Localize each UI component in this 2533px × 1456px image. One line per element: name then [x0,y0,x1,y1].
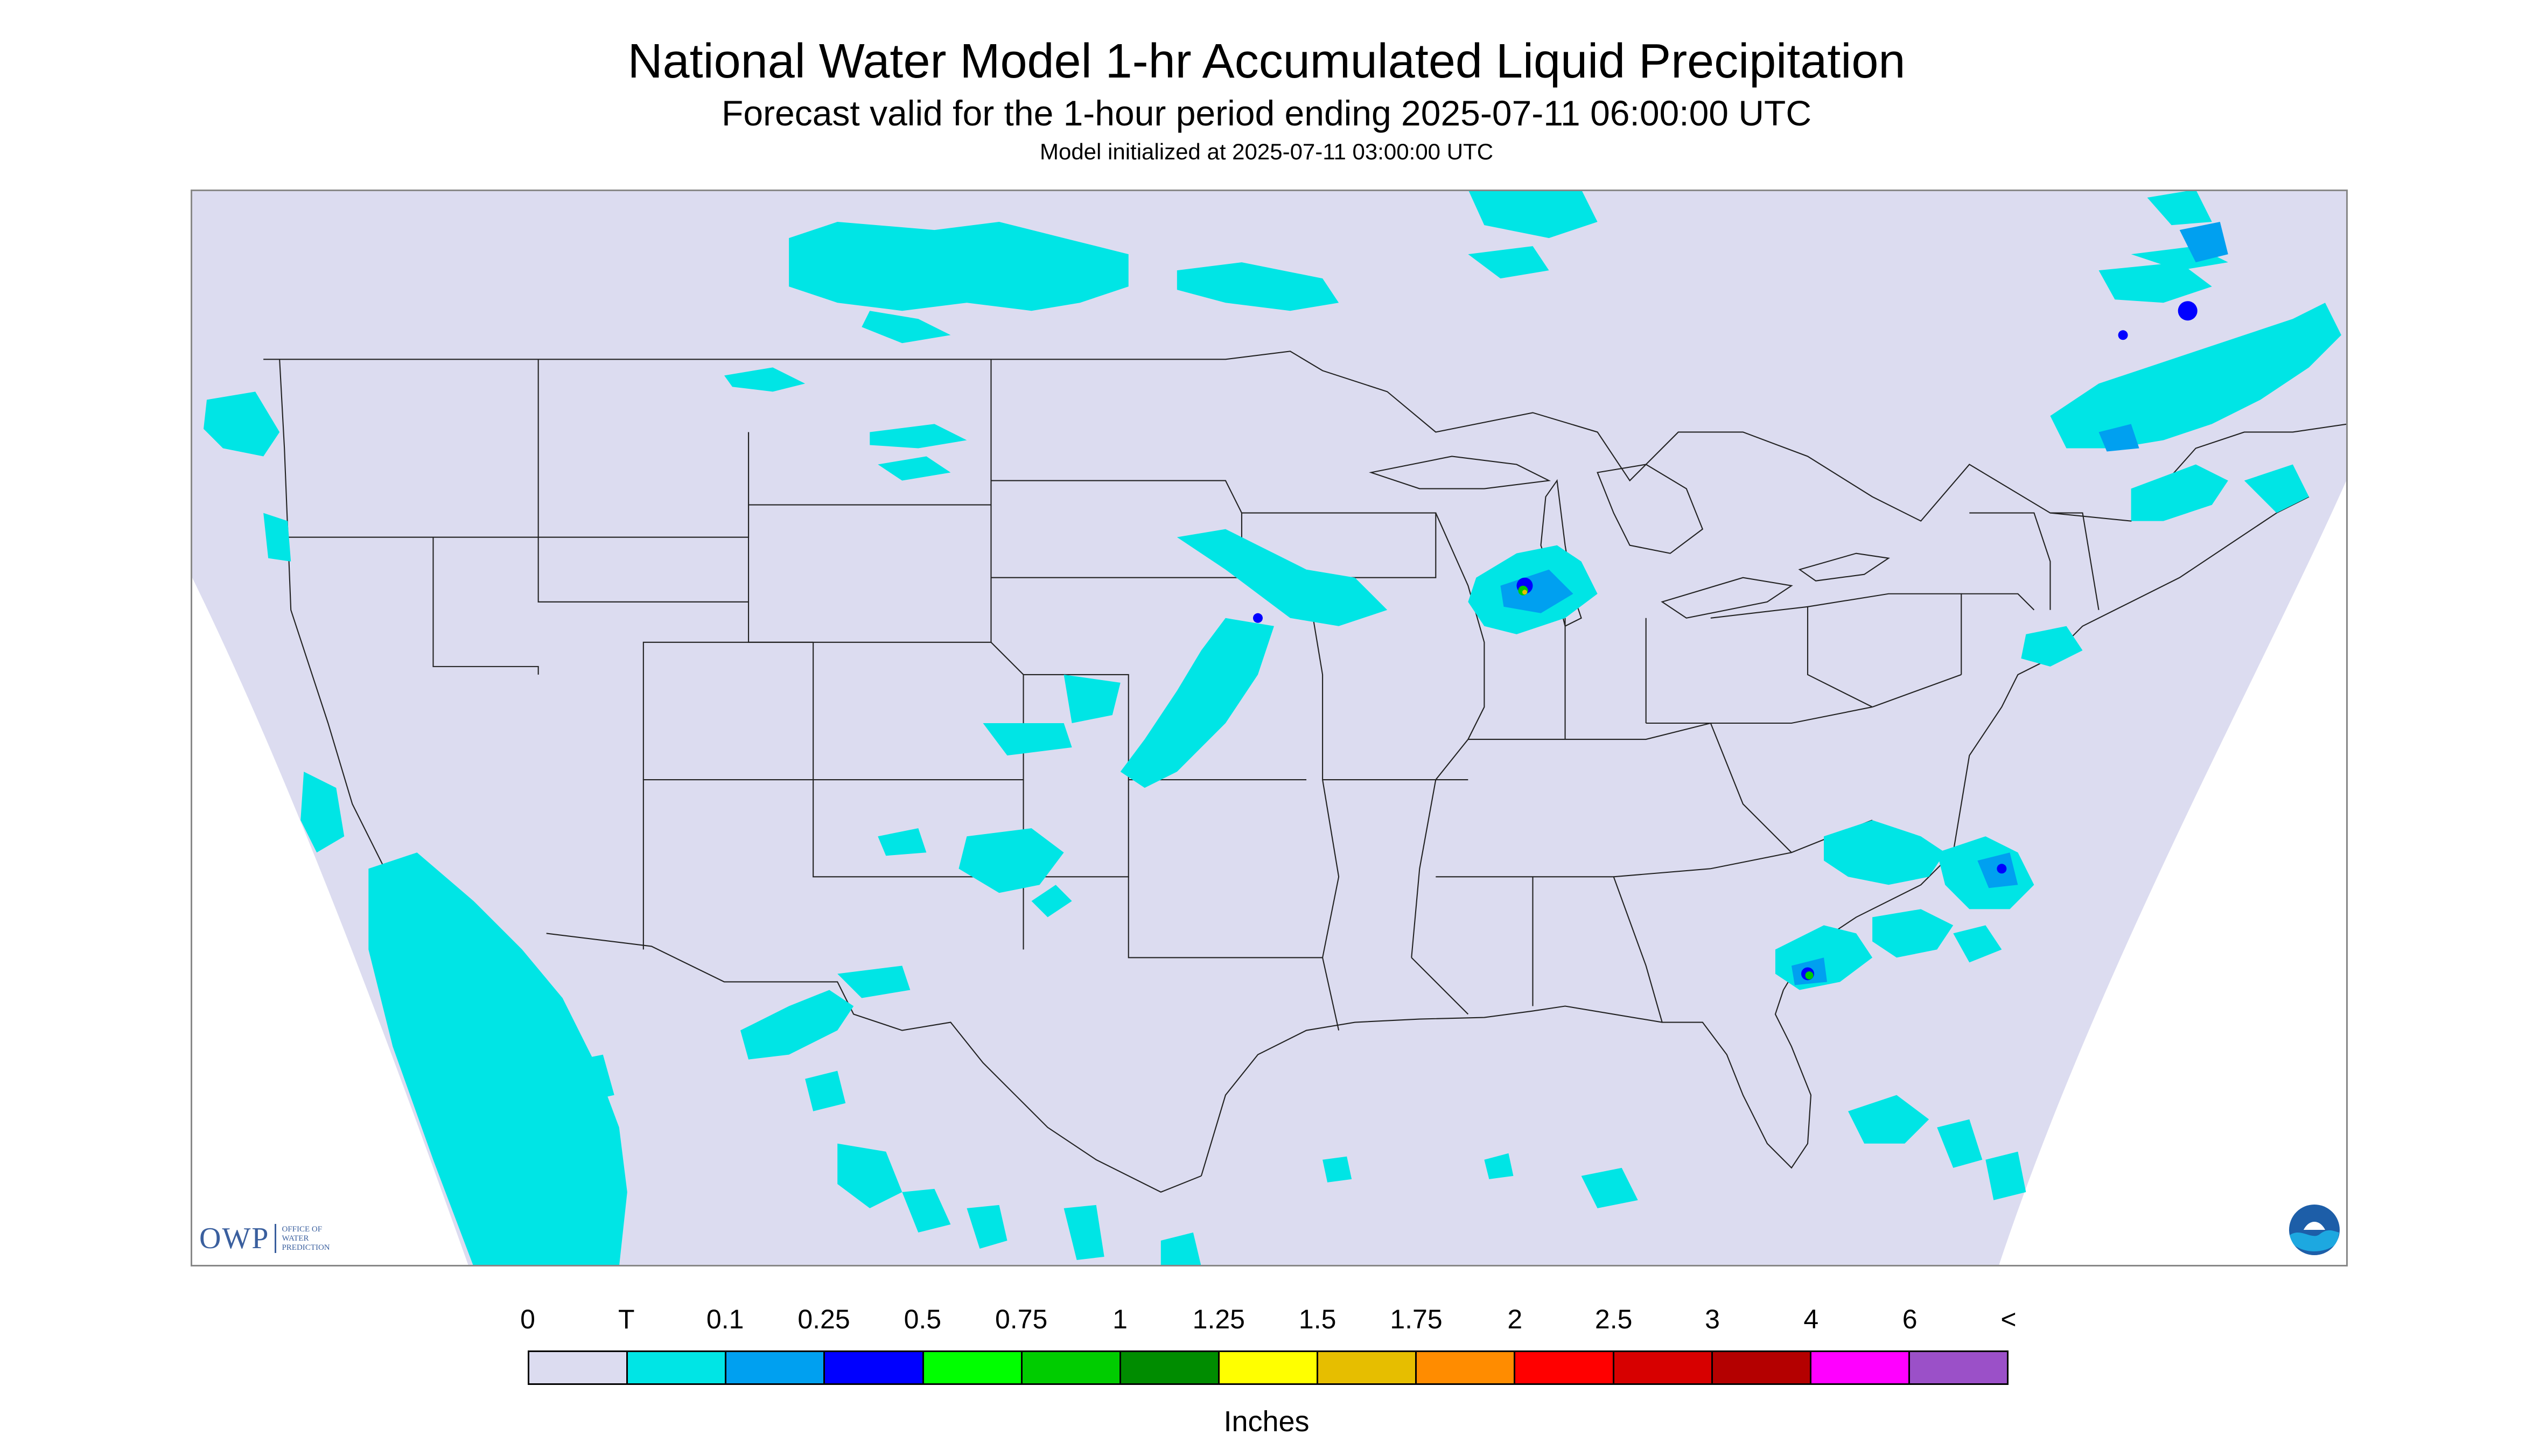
legend-swatch [1811,1352,1910,1383]
legend-label: 1.5 [1298,1304,1337,1334]
legend-label: 2.5 [1594,1304,1633,1334]
legend-swatch [1318,1352,1417,1383]
legend-label: 0.5 [904,1304,942,1334]
legend-swatch [923,1352,1023,1383]
legend-label: T [618,1304,635,1334]
forecast-valid-subtitle: Forecast valid for the 1-hour period end… [722,93,1811,133]
owp-logo-text: OWP [199,1222,270,1255]
precip-moderate-areas [1500,222,2228,985]
legend-swatch [529,1352,628,1383]
legend-label: 0.25 [797,1304,850,1334]
legend-label: 0.1 [706,1304,744,1334]
legend-swatch [628,1352,727,1383]
legend-color-bar [528,1350,2009,1385]
legend-swatch [1614,1352,1713,1383]
noaa-logo-icon [2288,1203,2341,1256]
legend-swatch [1417,1352,1516,1383]
legend-labels: 0 T 0.1 0.25 0.5 0.75 1 1.25 1.5 1.75 2 2.5 3 4 6 < [520,1303,2017,1335]
owp-logo-subtext: OFFICE OF WATER PREDICTION [282,1224,330,1252]
legend-label: 0 [520,1304,535,1334]
precipitation-map [191,190,2348,1266]
legend-swatch [1022,1352,1121,1383]
legend-swatch [726,1352,825,1383]
legend-swatch [825,1352,924,1383]
legend-label: 1 [1112,1304,1128,1334]
model-domain [191,190,2348,1266]
owp-logo-divider [275,1224,277,1253]
legend-label: 0.75 [995,1304,1048,1334]
map-frame [191,190,2348,1266]
legend-swatch [1515,1352,1614,1383]
page-title: National Water Model 1-hr Accumulated Li… [627,34,1906,88]
legend-label: 1.25 [1192,1304,1245,1334]
legend-units: Inches [1223,1405,1310,1438]
legend-swatch [1121,1352,1220,1383]
legend-label: 2 [1507,1304,1523,1334]
legend-label: 6 [1902,1304,1918,1334]
legend-label: 3 [1705,1304,1720,1334]
owp-logo: OWP OFFICE OF WATER PREDICTION [199,1222,330,1255]
legend-label: 4 [1803,1304,1819,1334]
precip-core-areas [1518,585,1814,979]
legend-label: < [2000,1304,2017,1334]
model-init-text: Model initialized at 2025-07-11 03:00:00… [1039,139,1494,164]
legend-swatch [1219,1352,1319,1383]
legend-swatch [1712,1352,1811,1383]
legend-swatch [1909,1352,2007,1383]
legend-label: 1.75 [1390,1304,1443,1334]
